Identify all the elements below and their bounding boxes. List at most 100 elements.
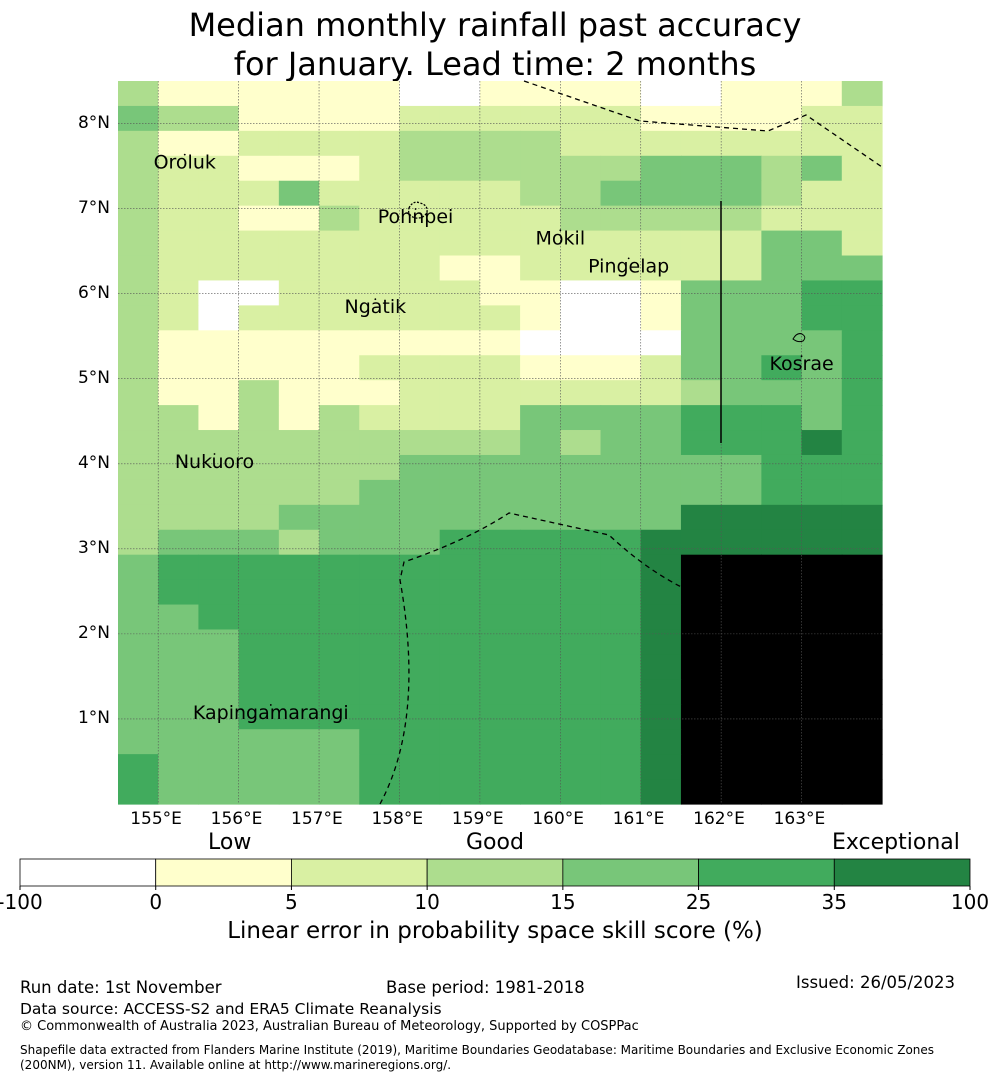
skill-cell bbox=[600, 729, 642, 755]
skill-cell bbox=[761, 430, 803, 456]
skill-cell bbox=[560, 629, 602, 656]
skill-cell bbox=[520, 105, 561, 132]
skill-cell bbox=[721, 355, 762, 381]
skill-cell bbox=[439, 604, 481, 631]
lon-tick-label: 162°E bbox=[693, 809, 745, 829]
skill-cell bbox=[118, 579, 159, 606]
skill-cell bbox=[118, 454, 159, 481]
skill-cell bbox=[278, 155, 320, 182]
skill-cell bbox=[319, 554, 360, 581]
skill-cell bbox=[479, 105, 521, 132]
place-label-kapingamarangi: Kapingamarangi bbox=[193, 702, 349, 724]
skill-cell bbox=[118, 654, 159, 680]
title-line-2: for January. Lead time: 2 months bbox=[233, 45, 757, 83]
skill-cell bbox=[118, 779, 159, 805]
skill-cell bbox=[640, 554, 682, 581]
skill-cell bbox=[278, 405, 320, 431]
skill-cell bbox=[761, 155, 803, 182]
skill-cell bbox=[761, 529, 803, 556]
skill-cell bbox=[801, 155, 843, 182]
skill-cell bbox=[841, 629, 883, 656]
skill-cell bbox=[399, 81, 441, 107]
place-marker bbox=[800, 355, 803, 358]
skill-cell bbox=[238, 330, 280, 356]
skill-cell bbox=[359, 105, 401, 132]
skill-cell bbox=[560, 305, 602, 331]
skill-cell bbox=[600, 405, 642, 431]
legend-category-low: Low bbox=[208, 830, 252, 855]
skill-cell bbox=[359, 405, 401, 431]
skill-cell bbox=[841, 255, 883, 282]
skill-cell bbox=[399, 679, 441, 705]
skill-cell bbox=[118, 629, 159, 656]
skill-cell bbox=[801, 280, 843, 306]
skill-cell bbox=[118, 679, 159, 705]
skill-cell bbox=[319, 654, 360, 680]
skill-cell bbox=[158, 180, 200, 207]
island-outlines bbox=[407, 201, 806, 343]
skill-cell bbox=[278, 205, 320, 232]
skill-cell bbox=[319, 255, 360, 282]
skill-cell bbox=[278, 330, 320, 356]
skill-cell bbox=[640, 679, 682, 705]
skill-cell bbox=[841, 779, 883, 805]
skill-cell bbox=[761, 130, 803, 157]
skill-cell bbox=[439, 454, 481, 481]
skill-cell bbox=[319, 629, 360, 656]
skill-cell bbox=[721, 529, 762, 556]
skill-cell bbox=[600, 579, 642, 606]
skill-cell bbox=[640, 280, 682, 306]
skill-cell bbox=[479, 654, 521, 680]
skill-cell bbox=[479, 130, 521, 157]
skill-cell bbox=[761, 330, 803, 356]
skill-cell bbox=[319, 679, 360, 705]
skill-cell bbox=[118, 504, 159, 531]
skill-cell bbox=[680, 355, 722, 381]
skill-cell bbox=[319, 479, 360, 506]
skill-cell bbox=[801, 81, 843, 107]
skill-cell bbox=[399, 754, 441, 780]
skill-cell bbox=[359, 729, 401, 755]
skill-cell bbox=[640, 430, 682, 456]
skill-cell bbox=[399, 554, 441, 581]
place-marker bbox=[374, 298, 377, 301]
skill-cell bbox=[520, 405, 561, 431]
colorbar-segment bbox=[698, 858, 835, 887]
skill-cell bbox=[721, 380, 762, 406]
skill-cell bbox=[640, 754, 682, 780]
skill-cell bbox=[439, 255, 481, 282]
skill-cell bbox=[520, 629, 561, 656]
base-period: Base period: 1981-2018 bbox=[386, 978, 585, 997]
skill-cell bbox=[278, 629, 320, 656]
skill-cell bbox=[520, 679, 561, 705]
skill-cell bbox=[600, 654, 642, 680]
skill-cell bbox=[640, 405, 682, 431]
skill-cell bbox=[801, 255, 843, 282]
place-label-kosrae: Kosrae bbox=[769, 353, 833, 375]
skill-cell bbox=[399, 504, 441, 531]
skill-cell bbox=[198, 604, 240, 631]
skill-cell bbox=[841, 230, 883, 257]
skill-cell bbox=[600, 679, 642, 705]
skill-cell bbox=[238, 81, 280, 107]
skill-cell bbox=[278, 81, 320, 107]
skill-cell bbox=[600, 255, 642, 282]
skill-cell bbox=[721, 604, 762, 631]
skill-cell bbox=[520, 430, 561, 456]
skill-cell bbox=[198, 130, 240, 157]
skill-cell bbox=[479, 779, 521, 805]
skill-cell bbox=[680, 754, 722, 780]
skill-cell bbox=[198, 704, 240, 730]
skill-cell bbox=[801, 454, 843, 481]
skill-cell bbox=[319, 205, 360, 232]
skill-cell bbox=[158, 554, 200, 581]
skill-cell bbox=[319, 779, 360, 805]
skill-cell bbox=[841, 280, 883, 306]
skill-cell bbox=[399, 155, 441, 182]
place-label-oroluk: Oroluk bbox=[154, 152, 216, 174]
skill-cell bbox=[319, 130, 360, 157]
skill-cell bbox=[278, 554, 320, 581]
skill-cell bbox=[158, 280, 200, 306]
skill-cell bbox=[801, 105, 843, 132]
skill-cell bbox=[198, 280, 240, 306]
